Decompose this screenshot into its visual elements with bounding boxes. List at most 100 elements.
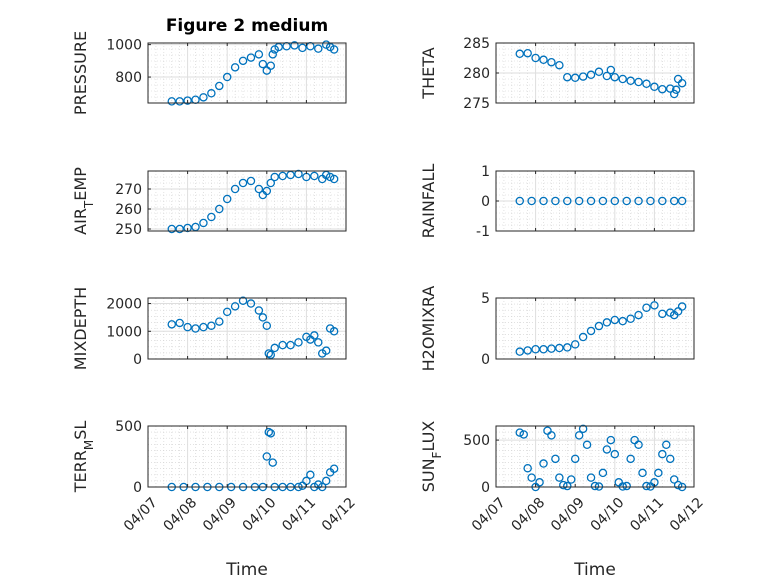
subplot-2: 275 280 285 THETA — [419, 36, 695, 112]
data-point — [515, 347, 525, 356]
y-axis-label: H2OMIXRA — [419, 286, 438, 372]
data-point — [669, 89, 679, 99]
y-tick-label: 260 — [115, 202, 142, 218]
data-point — [175, 318, 184, 328]
data-point — [254, 306, 264, 315]
data-point — [547, 344, 556, 353]
data-point — [222, 72, 232, 82]
data-point — [555, 60, 564, 70]
data-point — [246, 176, 256, 186]
data-point — [574, 431, 584, 440]
y-tick-label: 0 — [481, 480, 490, 496]
x-tick-label: 04/08 — [160, 495, 200, 535]
axes-box — [147, 170, 347, 232]
data-point — [602, 71, 612, 81]
data-point — [527, 196, 536, 206]
subplot-4: -1 0 1 RAINFALL — [419, 164, 695, 240]
data-point — [266, 61, 276, 70]
data-point — [167, 97, 177, 106]
data-point — [258, 59, 268, 69]
figure-title: Figure 2 medium — [166, 16, 328, 36]
data-point — [650, 82, 659, 92]
data-point — [622, 196, 631, 206]
data-point — [264, 427, 274, 437]
data-point — [266, 350, 276, 360]
y-axis-label: THETA — [419, 47, 438, 99]
x-axis-label: Time — [573, 560, 616, 580]
data-point — [286, 340, 295, 350]
data-point — [238, 296, 248, 306]
y-tick-label: 0 — [481, 352, 490, 368]
x-tick-label: 04/11 — [279, 495, 319, 535]
data-series — [515, 301, 687, 356]
data-point — [278, 340, 287, 350]
data-point — [531, 344, 540, 354]
data-point — [264, 349, 274, 358]
subplot-7: 0 500 TERRMSL 04/07 04/08 04/09 04/10 04/11 04/1… — [71, 419, 359, 580]
data-point — [535, 478, 544, 487]
data-point — [626, 314, 635, 323]
data-point — [183, 96, 192, 105]
y-tick-label: 0 — [133, 352, 142, 368]
data-point — [314, 338, 323, 347]
data-point — [618, 74, 627, 84]
data-point — [268, 50, 277, 59]
y-axis-label: SUNFLUX — [419, 421, 444, 493]
x-tick-label: 04/08 — [508, 495, 548, 535]
data-point — [650, 301, 659, 310]
data-point — [294, 169, 303, 179]
y-tick-label: 1 — [481, 164, 490, 180]
data-point — [175, 97, 184, 106]
data-point — [594, 67, 604, 77]
data-point — [246, 299, 256, 308]
data-point — [555, 473, 564, 482]
data-point — [515, 428, 525, 437]
data-point — [547, 57, 556, 67]
data-point — [642, 79, 651, 89]
data-point — [175, 224, 184, 234]
data-point — [626, 76, 635, 86]
data-point — [215, 204, 224, 214]
data-point — [527, 473, 536, 482]
y-axis-label: AIRTEMP — [71, 167, 96, 235]
data-point — [563, 196, 572, 206]
data-point — [262, 321, 272, 330]
data-point — [555, 343, 564, 353]
data-point — [519, 430, 528, 439]
y-tick-label: 0 — [133, 480, 142, 496]
data-point — [654, 468, 663, 478]
data-point — [642, 303, 651, 313]
axes-box — [495, 425, 695, 488]
data-point — [638, 468, 647, 478]
subplot-5: 0 1000 2000 MIXDEPTH — [71, 287, 347, 370]
y-axis-label: PRESSURE — [71, 31, 90, 115]
data-point — [262, 452, 272, 461]
y-tick-label: 1000 — [106, 324, 142, 340]
data-point — [270, 343, 279, 353]
data-point — [634, 310, 643, 320]
y-tick-label: 800 — [115, 70, 142, 86]
data-point — [254, 184, 264, 194]
subplot-1: 800 1000 PRESSURE — [71, 31, 347, 115]
data-point — [183, 322, 192, 332]
data-point — [539, 196, 548, 206]
data-point — [602, 445, 612, 454]
data-point — [642, 481, 651, 491]
data-point — [669, 196, 679, 206]
x-tick-label: 04/09 — [200, 495, 240, 535]
data-point — [578, 332, 588, 342]
x-tick-label: 04/07 — [469, 495, 509, 535]
data-point — [246, 53, 256, 62]
data-point — [539, 344, 548, 354]
data-point — [570, 340, 580, 349]
data-point — [207, 212, 216, 222]
data-point — [321, 476, 331, 486]
data-point — [515, 49, 525, 59]
data-point — [321, 346, 331, 355]
data-point — [634, 77, 643, 87]
subplot-8: 0 500 SUNFLUX 04/07 04/08 04/09 04/10 04/11 04/1… — [419, 421, 707, 580]
data-point — [634, 440, 643, 450]
data-point — [658, 84, 667, 94]
data-series — [167, 296, 339, 360]
